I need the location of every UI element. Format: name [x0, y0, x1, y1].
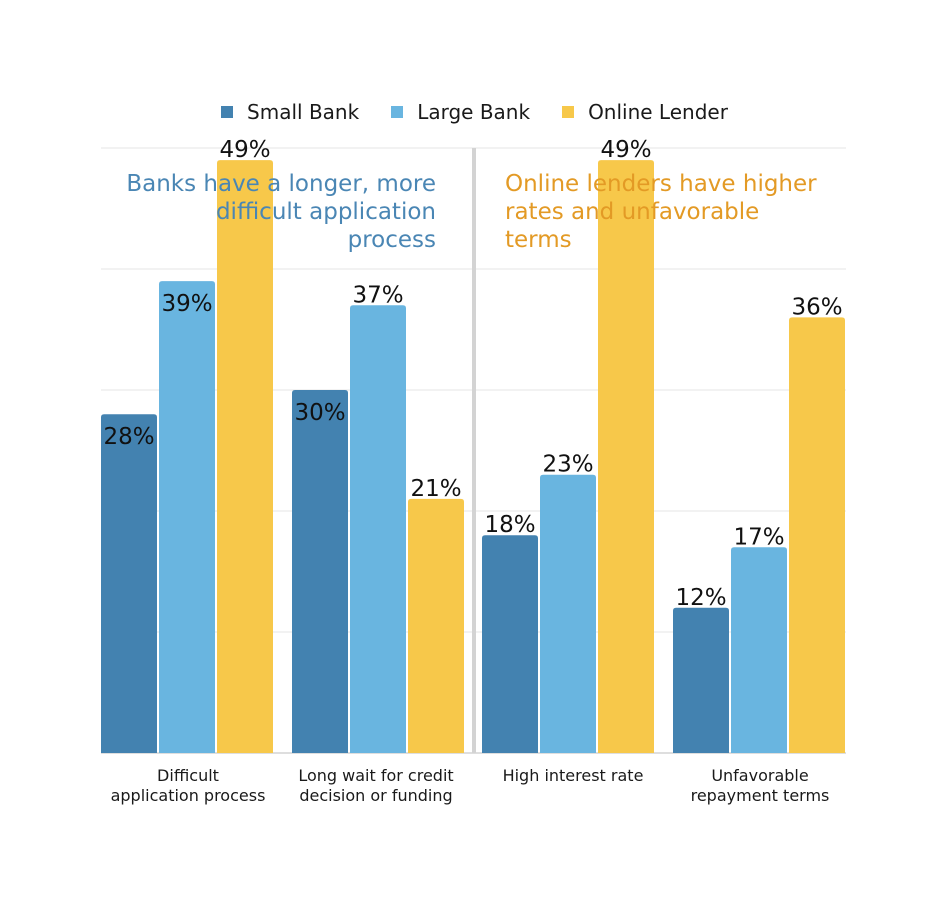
data-label-small-bank-2: 30%: [294, 400, 345, 426]
bar-online-lender-1: [217, 160, 273, 754]
legend-label: Large Bank: [417, 100, 531, 124]
annotation-line: terms: [505, 227, 572, 253]
legend: Small Bank Large Bank Online Lender: [0, 100, 949, 124]
data-label-large-bank-3: 23%: [542, 452, 593, 478]
annotation-line: difficult application: [215, 199, 436, 225]
data-label-large-bank-2: 37%: [352, 282, 403, 308]
legend-swatch-small-bank: [221, 106, 234, 118]
data-label-small-bank-1: 28%: [103, 424, 154, 450]
annotation-line: Banks have a longer, more: [126, 171, 436, 197]
bar-large-bank-3: [540, 474, 596, 753]
category-label-line: Long wait for credit: [298, 766, 454, 785]
legend-swatch-large-bank: [391, 106, 404, 118]
bar-large-bank-4: [731, 547, 787, 753]
data-label-large-bank-4: 17%: [733, 524, 784, 550]
data-label-small-bank-3: 18%: [484, 512, 535, 538]
bar-small-bank-3: [482, 535, 538, 753]
legend-label: Online Lender: [588, 100, 728, 124]
category-label-line: decision or funding: [299, 786, 453, 805]
category-label-line: High interest rate: [502, 766, 644, 785]
legend-item-large-bank: Large Bank: [391, 100, 530, 124]
bar-large-bank-2: [350, 305, 406, 753]
annotation-line: Online lenders have higher: [505, 171, 817, 197]
legend-item-small-bank: Small Bank: [221, 100, 359, 124]
category-label-line: Unfavorable: [711, 766, 809, 785]
legend-swatch-online-lender: [562, 106, 575, 118]
annotation-line: process: [347, 227, 436, 253]
data-label-online-lender-3: 49%: [600, 137, 651, 163]
category-label-line: application process: [110, 786, 266, 805]
data-label-online-lender-2: 21%: [410, 476, 461, 502]
annotation-banks: Banks have a longer, more difficult appl…: [100, 170, 436, 254]
data-label-small-bank-4: 12%: [675, 585, 726, 611]
legend-item-online-lender: Online Lender: [562, 100, 728, 124]
bar-small-bank-1: [101, 414, 157, 753]
bar-online-lender-3: [598, 160, 654, 754]
annotation-line: rates and unfavorable: [505, 199, 760, 225]
category-label-difficult-application: Difficult application process: [93, 766, 283, 806]
data-label-online-lender-1: 49%: [219, 137, 270, 163]
data-label-large-bank-1: 39%: [161, 291, 212, 317]
bar-small-bank-4: [673, 607, 729, 753]
category-label-long-wait: Long wait for credit decision or funding: [281, 766, 471, 806]
category-label-line: Difficult: [157, 766, 219, 785]
bar-online-lender-2: [408, 498, 464, 753]
annotation-online-lenders: Online lenders have higher rates and unf…: [505, 170, 825, 254]
data-label-online-lender-4: 36%: [791, 294, 842, 320]
category-label-unfavorable-terms: Unfavorable repayment terms: [665, 766, 855, 806]
bar-online-lender-4: [789, 317, 845, 753]
category-label-high-interest: High interest rate: [478, 766, 668, 786]
legend-label: Small Bank: [247, 100, 360, 124]
bar-large-bank-1: [159, 281, 215, 753]
bar-small-bank-2: [292, 390, 348, 753]
category-label-line: repayment terms: [690, 786, 830, 805]
